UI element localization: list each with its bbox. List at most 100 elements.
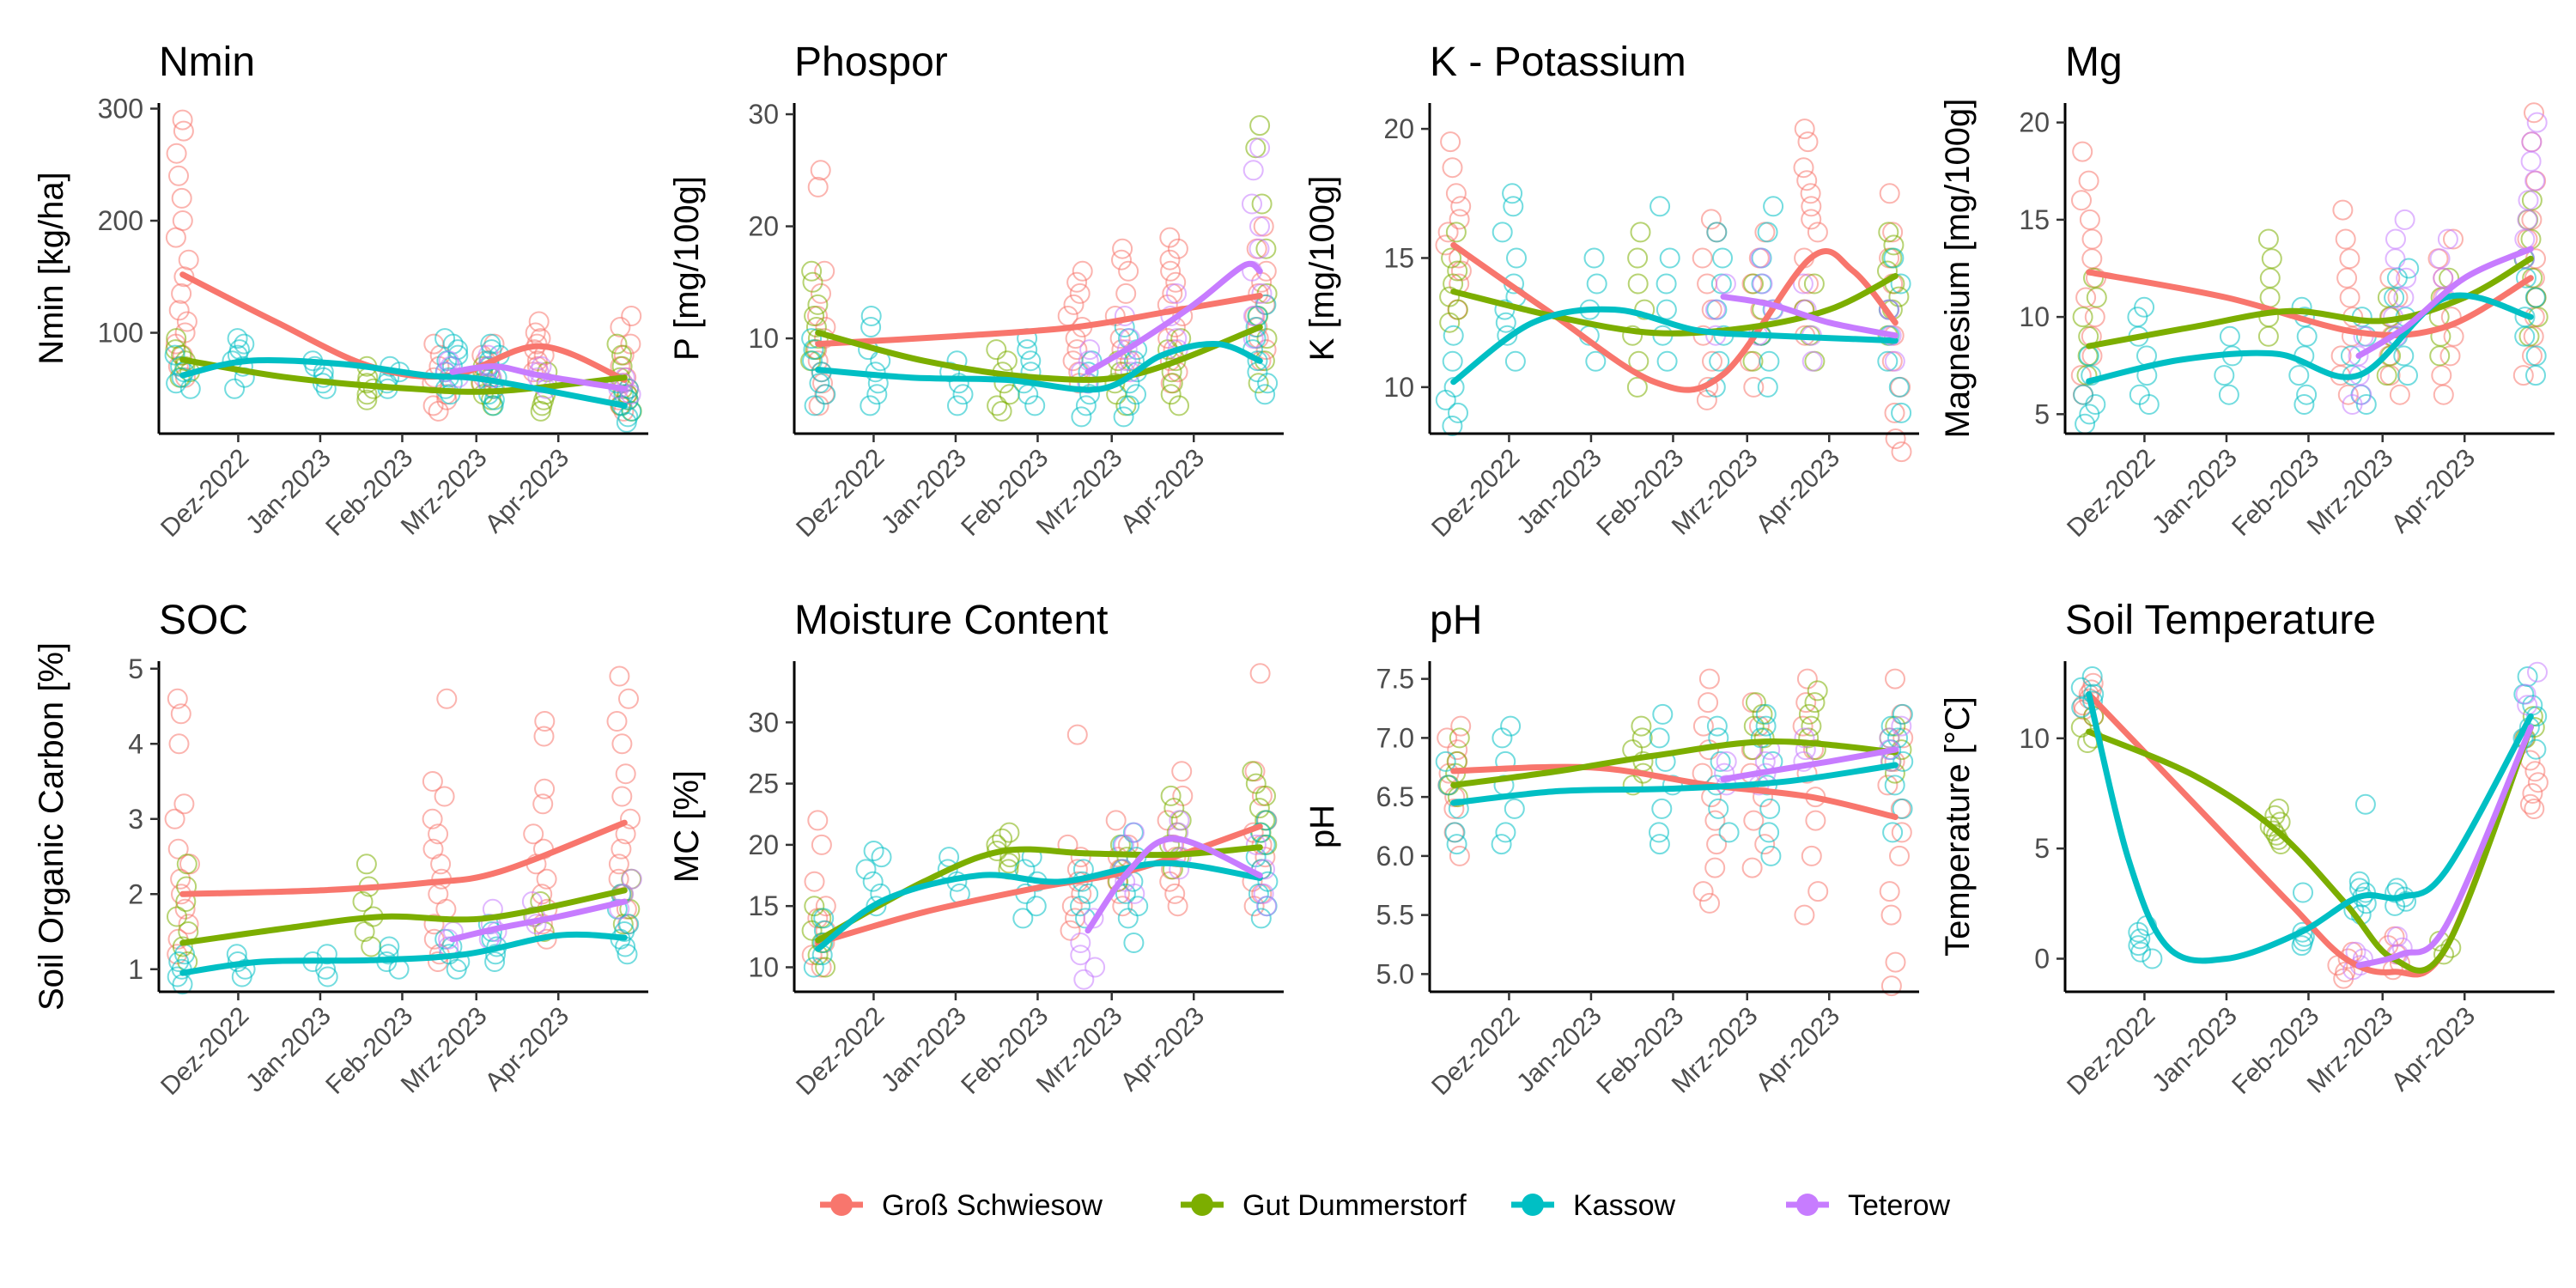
data-point	[1249, 238, 1270, 259]
smooth-line-gut-dummerstorf	[2086, 724, 2534, 974]
data-point	[1885, 428, 1906, 449]
data-point	[2083, 267, 2104, 289]
data-point	[428, 400, 449, 422]
data-point	[1495, 312, 1516, 333]
data-point	[863, 841, 884, 861]
data-point	[178, 249, 199, 270]
series-kassow	[1435, 183, 1912, 436]
smooth-line-teterow	[449, 898, 628, 943]
legend: Groß Schwiesow Gut Dummerstorf Kassow Teter…	[820, 1189, 1950, 1222]
panel-soil-temperature: Soil Temperature Temperature [°C] 0 5 10 Dez-…	[1939, 598, 2555, 1101]
data-point	[1169, 810, 1190, 831]
data-point	[1807, 222, 1828, 243]
data-point	[2085, 394, 2106, 415]
series-gross-schwiesow	[1437, 668, 1914, 997]
data-point	[172, 109, 193, 131]
data-point	[1242, 160, 1264, 181]
smooth-line-gut-dummerstorf	[815, 844, 1263, 944]
data-point	[1105, 810, 1127, 831]
data-point	[606, 711, 628, 732]
data-point	[434, 786, 455, 807]
data-point	[804, 306, 825, 326]
data-point	[227, 328, 248, 349]
data-point	[1435, 750, 1456, 772]
data-point	[165, 333, 186, 355]
panel-mg: Mg Magnesium [mg/100g] 5 10 15 20 Dez-2022Jan-…	[1939, 39, 2555, 543]
data-point	[1801, 350, 1823, 372]
data-point	[2268, 799, 2289, 819]
data-point	[1255, 859, 1275, 880]
y-tick-label: 5.5	[1376, 900, 1414, 931]
x-tick-label: Dez-2022	[155, 444, 254, 543]
data-point	[1692, 247, 1713, 269]
data-point	[1763, 196, 1784, 217]
data-point	[1706, 222, 1728, 243]
data-point	[620, 808, 641, 829]
data-point	[1245, 317, 1267, 337]
y-tick-label: 15	[748, 890, 779, 921]
y-tick-label: 5	[2034, 398, 2050, 429]
data-point	[1716, 750, 1737, 772]
data-point	[2433, 944, 2454, 965]
smooth-line-teterow	[2355, 246, 2534, 359]
data-point	[1072, 260, 1093, 282]
data-point	[947, 395, 968, 416]
y-axis-label: P [mg/100g]	[668, 176, 706, 361]
y-tick-label: 5	[2034, 833, 2050, 864]
x-tick-label: Apr-2023	[2386, 1002, 2482, 1097]
data-point	[1710, 273, 1732, 295]
data-point	[805, 317, 827, 337]
data-point	[1801, 196, 1822, 217]
data-point	[2525, 738, 2547, 760]
data-point	[1627, 273, 1649, 295]
data-point	[2332, 199, 2354, 221]
data-point	[1754, 834, 1776, 855]
data-point	[176, 311, 197, 332]
data-point	[855, 859, 877, 880]
data-point	[991, 400, 1012, 422]
data-point	[1167, 896, 1188, 917]
data-point	[234, 333, 255, 355]
series-kassow	[2073, 248, 2547, 434]
data-point	[1757, 376, 1778, 398]
data-point	[2376, 365, 2397, 386]
x-tick-label: Jan-2023	[2147, 1002, 2243, 1098]
legend-key-dot	[1796, 1194, 1819, 1216]
data-point	[446, 958, 467, 980]
data-point	[1160, 260, 1182, 282]
data-point	[1893, 727, 1914, 749]
data-point	[1012, 908, 1034, 929]
data-point	[2079, 404, 2100, 425]
data-point	[1075, 395, 1097, 416]
data-point	[423, 914, 445, 935]
data-point	[815, 896, 836, 917]
data-point	[1759, 798, 1781, 819]
data-point	[1435, 389, 1456, 410]
data-point	[1709, 350, 1730, 372]
series-kassow	[801, 294, 1279, 428]
data-point	[170, 703, 191, 725]
data-point	[996, 350, 1018, 372]
data-point	[1450, 260, 1472, 282]
data-point	[2354, 793, 2376, 815]
data-point	[1801, 715, 1822, 737]
data-point	[1805, 810, 1826, 831]
data-point	[1024, 395, 1046, 416]
x-tick-label: Dez-2022	[791, 444, 890, 543]
y-axis-label: K [mg/100g]	[1303, 176, 1341, 361]
data-point	[1448, 402, 1468, 423]
data-point	[620, 384, 641, 405]
panel-title: Nmin	[159, 39, 255, 85]
data-point	[164, 808, 185, 829]
smooth-line-gut-dummerstorf	[815, 324, 1263, 383]
x-tick-label: Dez-2022	[1426, 444, 1525, 543]
y-axis-label: MC [%]	[668, 770, 706, 883]
data-point	[1450, 715, 1472, 737]
data-point	[1255, 384, 1276, 405]
smooth-line-kassow	[179, 931, 628, 976]
data-point	[1586, 273, 1607, 295]
series-gross-schwiesow	[2070, 102, 2547, 405]
data-point	[1662, 775, 1683, 796]
data-point	[866, 896, 887, 917]
data-point	[2431, 365, 2452, 386]
